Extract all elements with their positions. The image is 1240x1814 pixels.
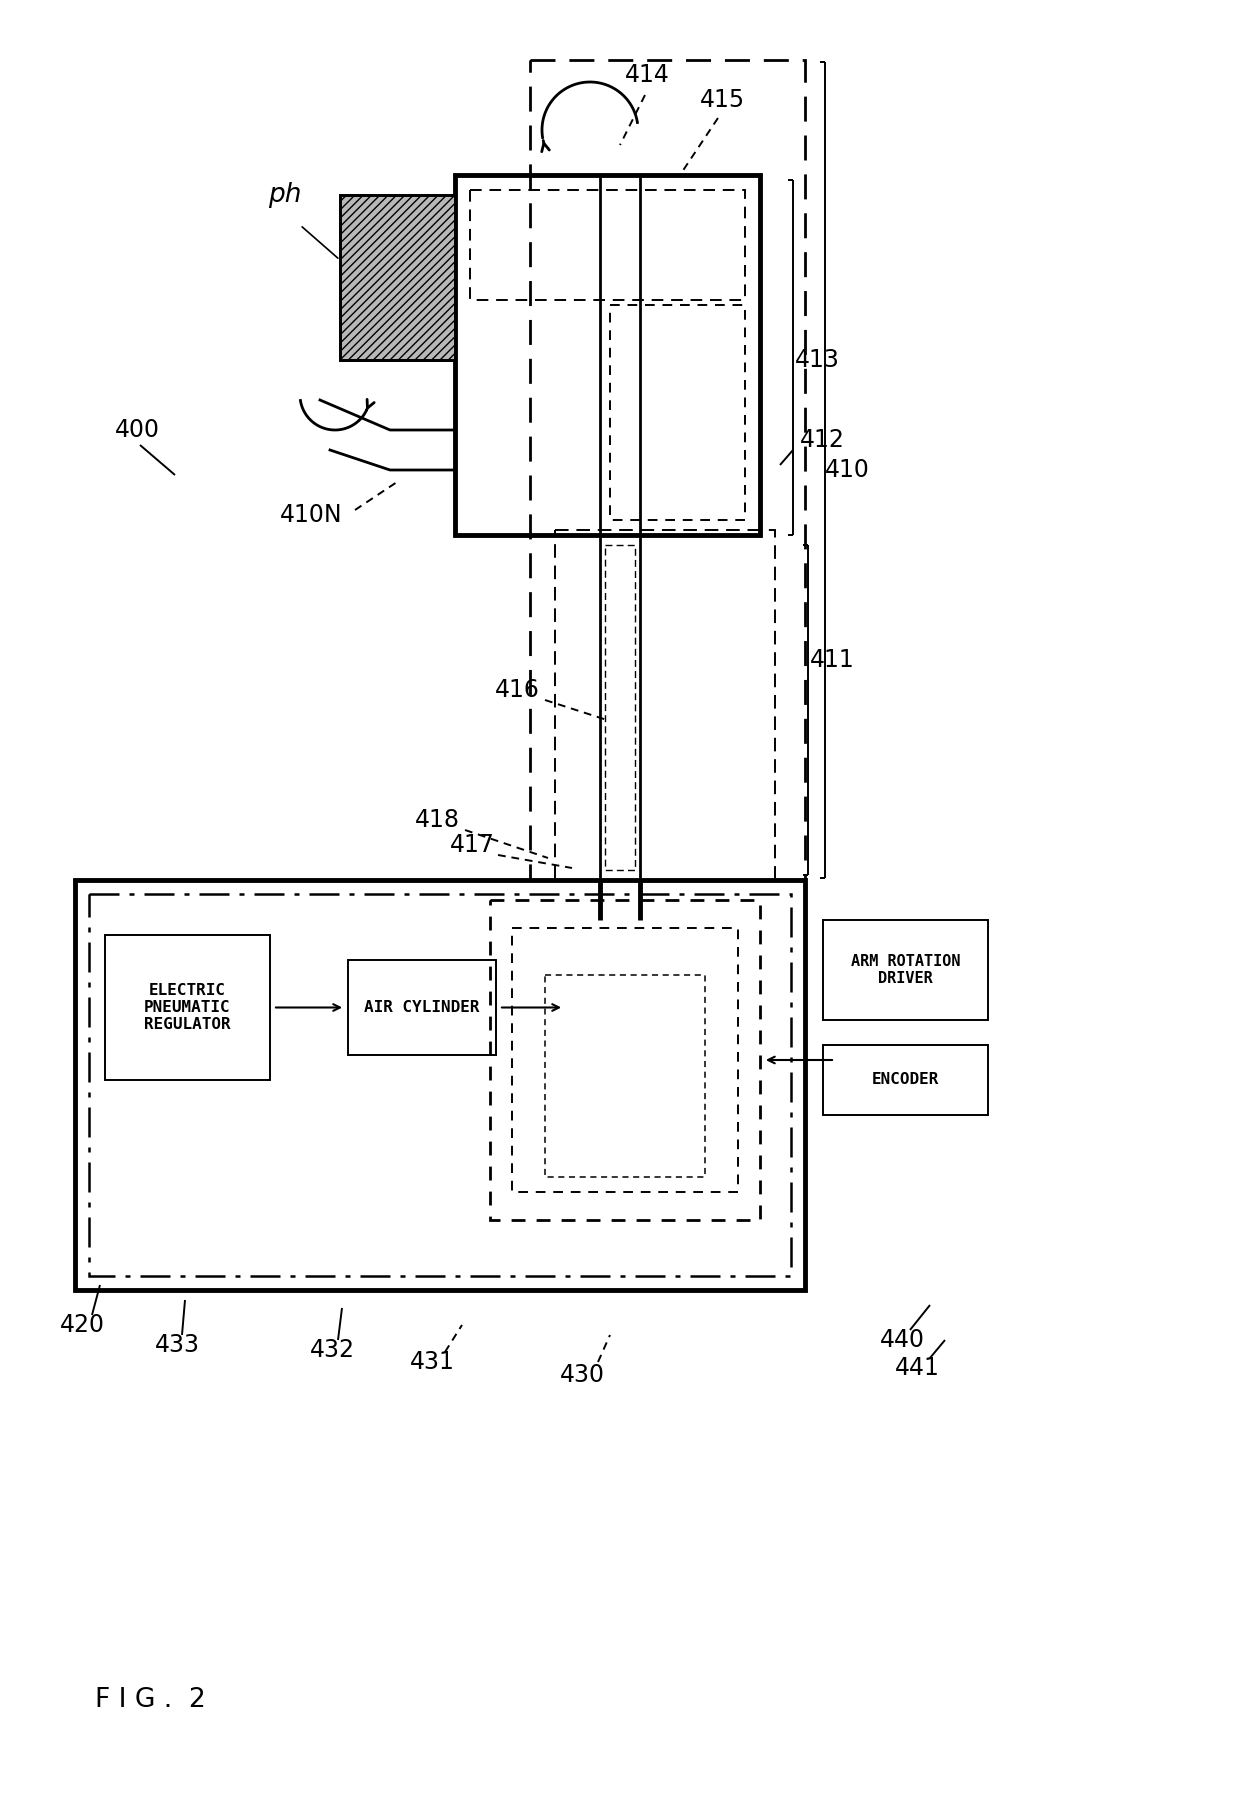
Text: ENCODER: ENCODER: [872, 1072, 939, 1088]
Text: 413: 413: [795, 348, 839, 372]
Bar: [340, 194, 455, 359]
Text: 418: 418: [415, 807, 460, 833]
Text: ELECTRIC
PNEUMATIC
REGULATOR: ELECTRIC PNEUMATIC REGULATOR: [144, 983, 231, 1032]
Bar: [512, 929, 738, 1192]
Bar: [340, 194, 455, 359]
Bar: [74, 880, 805, 1290]
Bar: [105, 934, 270, 1079]
Bar: [529, 60, 805, 880]
Text: 420: 420: [60, 1313, 105, 1337]
Bar: [823, 1045, 988, 1116]
Bar: [470, 190, 745, 299]
Bar: [823, 920, 988, 1019]
Bar: [490, 900, 760, 1221]
Text: 431: 431: [410, 1350, 455, 1373]
Text: 400: 400: [115, 417, 160, 443]
Text: 415: 415: [701, 89, 745, 112]
Text: 417: 417: [450, 833, 495, 856]
Bar: [610, 305, 745, 521]
Text: 433: 433: [155, 1333, 200, 1357]
Text: 441: 441: [895, 1357, 940, 1380]
Text: 430: 430: [560, 1362, 605, 1388]
Bar: [89, 894, 791, 1275]
Text: 411: 411: [810, 648, 854, 671]
Text: AIR CYLINDER: AIR CYLINDER: [365, 1000, 480, 1016]
Bar: [455, 174, 760, 535]
Bar: [348, 960, 496, 1056]
Text: 440: 440: [880, 1328, 925, 1351]
Bar: [605, 544, 635, 871]
Text: 412: 412: [800, 428, 844, 452]
Text: F I G .  2: F I G . 2: [95, 1687, 206, 1712]
Text: 410N: 410N: [280, 502, 342, 528]
Text: 432: 432: [310, 1339, 355, 1362]
Text: 416: 416: [495, 678, 539, 702]
Text: ph: ph: [268, 181, 301, 209]
Text: 410: 410: [825, 457, 870, 483]
Bar: [556, 530, 775, 880]
Text: ARM ROTATION
DRIVER: ARM ROTATION DRIVER: [851, 954, 960, 987]
Text: 414: 414: [625, 63, 670, 87]
Bar: [546, 974, 706, 1177]
